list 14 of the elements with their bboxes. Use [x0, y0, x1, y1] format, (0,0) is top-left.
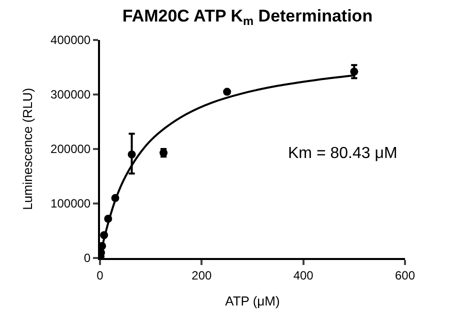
x-tick-label: 400: [293, 268, 314, 282]
chart-title: FAM20C ATP K$_{m}$ Determination: [122, 6, 373, 28]
y-tick-label: 100000: [50, 196, 91, 211]
point: [223, 88, 232, 96]
x-tick-label: 600: [394, 268, 416, 282]
y-tick-label: 0: [84, 251, 91, 266]
y-tick-label: 400000: [50, 33, 91, 48]
y-tick-label: 200000: [50, 142, 91, 156]
y-tick-label: 300000: [50, 88, 91, 102]
y-axis-title: Luminescence (RLU): [20, 88, 36, 210]
x-axis-title: ATP (μM): [225, 294, 280, 308]
annotation: Km = 80.43 μM: [288, 145, 398, 162]
x-tick-label: 200: [192, 268, 212, 282]
x-tick-label: 0: [96, 268, 104, 282]
